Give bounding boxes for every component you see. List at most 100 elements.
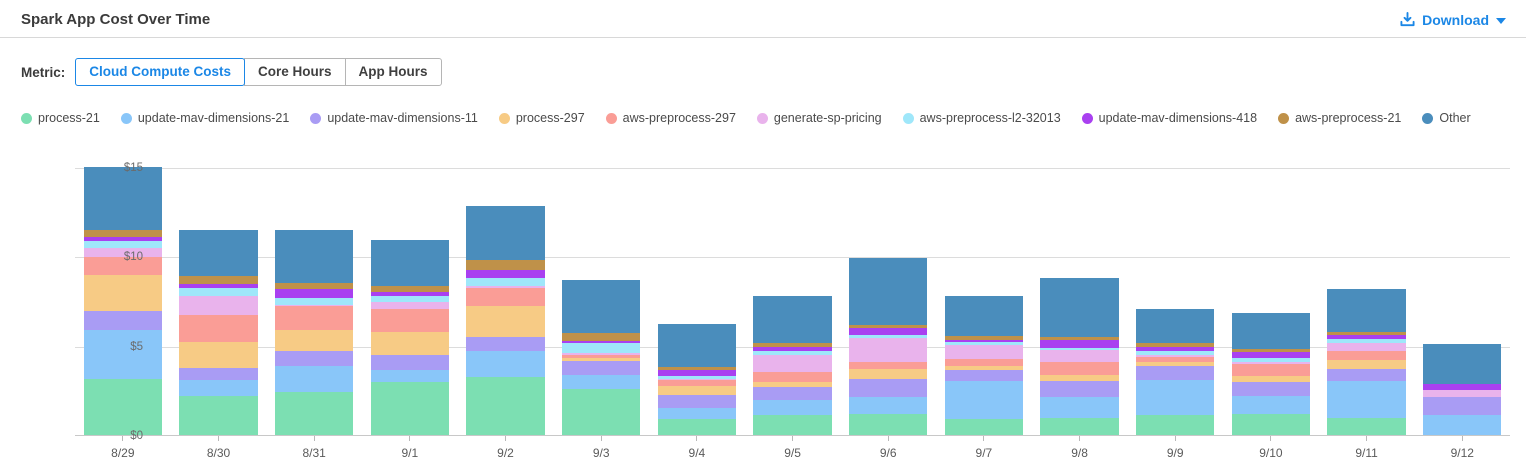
bar-segment-aws-preprocess-21[interactable] [753, 343, 832, 348]
legend-item-generate-sp-pricing[interactable]: generate-sp-pricing [756, 111, 882, 125]
bar-segment-process-21[interactable] [274, 392, 354, 435]
bar-segment-update-mav-dimensions-21[interactable] [561, 375, 641, 390]
bar-stack[interactable] [1327, 289, 1406, 435]
bar-segment-update-mav-dimensions-21[interactable] [657, 408, 737, 419]
bar-segment-generate-sp-pricing[interactable] [753, 355, 832, 372]
bar-segment-process-297[interactable] [274, 329, 354, 351]
bar-stack[interactable] [274, 229, 354, 435]
bar-stack[interactable] [466, 206, 545, 435]
bar-segment-generate-sp-pricing[interactable] [1327, 342, 1406, 351]
bar-segment-update-mav-dimensions-11[interactable] [179, 368, 258, 380]
bar-segment-update-mav-dimensions-418[interactable] [179, 284, 258, 288]
bar-segment-process-21[interactable] [179, 395, 258, 435]
bar-segment-aws-preprocess-21[interactable] [370, 286, 450, 293]
bar-segment-other[interactable] [83, 167, 163, 231]
legend-item-update-mav-dimensions-21[interactable]: update-mav-dimensions-21 [120, 111, 289, 125]
bar-segment-process-21[interactable] [753, 415, 832, 435]
bar-stack[interactable] [1231, 312, 1311, 435]
bar-segment-other[interactable] [944, 296, 1024, 337]
bar-segment-aws-preprocess-297[interactable] [179, 315, 258, 343]
bar-segment-aws-preprocess-21[interactable] [466, 260, 545, 271]
bar-segment-update-mav-dimensions-11[interactable] [1136, 366, 1215, 380]
bar-segment-other[interactable] [466, 206, 545, 261]
bar-segment-process-297[interactable] [561, 358, 641, 361]
bar-segment-aws-preprocess-21[interactable] [657, 367, 737, 370]
bar-segment-process-297[interactable] [753, 381, 832, 388]
bar-segment-aws-preprocess-l2-32013[interactable] [274, 297, 354, 305]
bar-segment-update-mav-dimensions-418[interactable] [83, 236, 163, 241]
bar-segment-update-mav-dimensions-21[interactable] [179, 379, 258, 396]
bar-segment-aws-preprocess-297[interactable] [83, 256, 163, 276]
bar-segment-process-297[interactable] [1231, 375, 1311, 382]
legend-item-update-mav-dimensions-418[interactable]: update-mav-dimensions-418 [1081, 111, 1257, 125]
bar-segment-aws-preprocess-21[interactable] [944, 336, 1024, 340]
bar-segment-process-297[interactable] [466, 306, 545, 338]
metric-option-cloud-compute-costs[interactable]: Cloud Compute Costs [75, 58, 246, 86]
bar-segment-process-297[interactable] [944, 366, 1024, 370]
download-button[interactable]: Download [1400, 12, 1506, 28]
bar-segment-aws-preprocess-297[interactable] [657, 380, 737, 387]
bar-segment-update-mav-dimensions-11[interactable] [561, 360, 641, 376]
bar-stack[interactable] [944, 296, 1024, 435]
bar-segment-update-mav-dimensions-418[interactable] [1040, 340, 1119, 348]
bar-segment-update-mav-dimensions-11[interactable] [1231, 381, 1311, 396]
bar-segment-aws-preprocess-297[interactable] [274, 306, 354, 330]
bar-segment-update-mav-dimensions-11[interactable] [657, 394, 737, 409]
bar-segment-update-mav-dimensions-418[interactable] [1136, 346, 1215, 351]
bar-segment-other[interactable] [753, 296, 832, 344]
bar-segment-other[interactable] [1231, 312, 1311, 349]
bar-segment-process-297[interactable] [1136, 362, 1215, 367]
bar-segment-other[interactable] [1040, 277, 1119, 337]
bar-segment-process-297[interactable] [370, 331, 450, 355]
bar-segment-aws-preprocess-297[interactable] [370, 308, 450, 332]
bar-segment-update-mav-dimensions-21[interactable] [848, 397, 928, 414]
bar-segment-aws-preprocess-21[interactable] [179, 276, 258, 285]
legend-item-process-21[interactable]: process-21 [21, 111, 100, 125]
bar-segment-aws-preprocess-l2-32013[interactable] [466, 277, 545, 287]
legend-item-process-297[interactable]: process-297 [498, 111, 585, 125]
bar-segment-aws-preprocess-297[interactable] [753, 371, 832, 382]
bar-segment-aws-preprocess-21[interactable] [1231, 348, 1311, 352]
bar-segment-process-21[interactable] [657, 418, 737, 435]
bar-segment-aws-preprocess-l2-32013[interactable] [848, 334, 928, 339]
metric-option-app-hours[interactable]: App Hours [344, 58, 442, 86]
bar-segment-process-21[interactable] [370, 382, 450, 435]
bar-segment-update-mav-dimensions-418[interactable] [1231, 351, 1311, 358]
bar-segment-aws-preprocess-l2-32013[interactable] [1136, 350, 1215, 355]
legend-item-update-mav-dimensions-11[interactable]: update-mav-dimensions-11 [310, 111, 478, 125]
bar-segment-update-mav-dimensions-21[interactable] [1136, 379, 1215, 415]
bar-segment-aws-preprocess-21[interactable] [1327, 331, 1406, 336]
bar-segment-generate-sp-pricing[interactable] [1136, 354, 1215, 357]
bar-segment-generate-sp-pricing[interactable] [370, 302, 450, 309]
bar-segment-aws-preprocess-l2-32013[interactable] [944, 341, 1024, 346]
bar-segment-aws-preprocess-l2-32013[interactable] [1040, 347, 1119, 351]
bar-segment-aws-preprocess-21[interactable] [561, 333, 641, 342]
bar-segment-update-mav-dimensions-21[interactable] [753, 399, 832, 415]
bar-segment-generate-sp-pricing[interactable] [944, 345, 1024, 359]
bar-segment-update-mav-dimensions-11[interactable] [848, 378, 928, 398]
metric-option-core-hours[interactable]: Core Hours [244, 58, 346, 86]
bar-segment-update-mav-dimensions-11[interactable] [753, 387, 832, 400]
bar-segment-aws-preprocess-l2-32013[interactable] [753, 350, 832, 356]
bar-segment-update-mav-dimensions-418[interactable] [944, 339, 1024, 342]
bar-segment-other[interactable] [848, 257, 928, 325]
bar-segment-aws-preprocess-l2-32013[interactable] [561, 343, 641, 354]
bar-segment-process-21[interactable] [1136, 415, 1215, 435]
bar-segment-update-mav-dimensions-11[interactable] [1040, 380, 1119, 398]
bar-segment-update-mav-dimensions-21[interactable] [1040, 397, 1119, 419]
bar-segment-process-21[interactable] [848, 413, 928, 435]
bar-segment-aws-preprocess-297[interactable] [466, 287, 545, 307]
bar-segment-update-mav-dimensions-21[interactable] [274, 366, 354, 393]
bar-segment-aws-preprocess-297[interactable] [944, 358, 1024, 367]
bar-segment-generate-sp-pricing[interactable] [848, 338, 928, 362]
legend-item-other[interactable]: Other [1422, 111, 1471, 125]
bar-segment-aws-preprocess-297[interactable] [561, 354, 641, 359]
bar-segment-update-mav-dimensions-21[interactable] [370, 369, 450, 383]
bar-segment-other[interactable] [1136, 309, 1215, 343]
bar-stack[interactable] [561, 279, 641, 435]
bar-segment-update-mav-dimensions-11[interactable] [83, 311, 163, 331]
bar-segment-other[interactable] [179, 229, 258, 277]
bar-segment-update-mav-dimensions-21[interactable] [944, 380, 1024, 419]
bar-segment-aws-preprocess-l2-32013[interactable] [1327, 338, 1406, 343]
bar-segment-aws-preprocess-297[interactable] [1040, 362, 1119, 376]
